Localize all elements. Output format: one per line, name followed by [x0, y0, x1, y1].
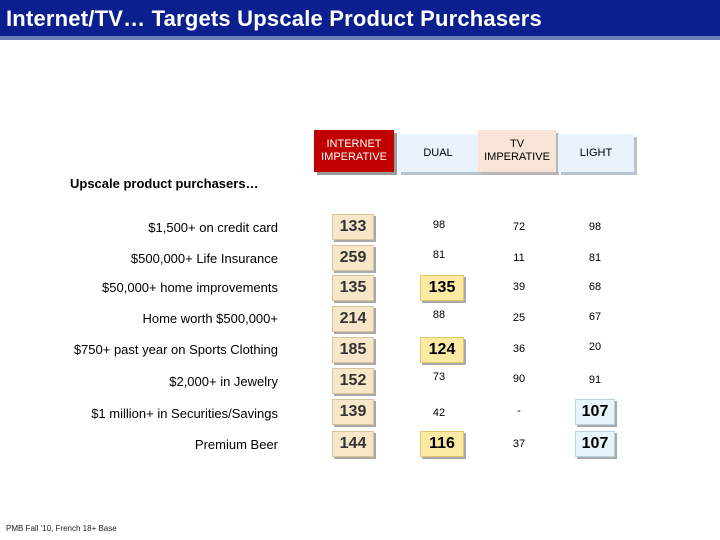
row-label: $500,000+ Life Insurance — [130, 251, 278, 266]
dual-value: 88 — [432, 309, 446, 321]
tv-value: 36 — [512, 343, 526, 355]
dual-value: 135 — [420, 275, 464, 301]
light-value: 81 — [588, 252, 602, 264]
row-label: Home worth $500,000+ — [142, 311, 278, 326]
light-value: 107 — [575, 431, 615, 457]
light-value: 20 — [588, 341, 602, 353]
tv-value: 37 — [512, 438, 526, 450]
internet-value: 133 — [332, 214, 374, 240]
tv-value: - — [517, 405, 521, 417]
column-header-dual: DUAL — [398, 134, 478, 172]
column-header-light: LIGHT — [558, 134, 634, 172]
column-header-internet: INTERNET IMPERATIVE — [314, 130, 394, 172]
internet-value: 152 — [332, 368, 374, 394]
dual-value: 116 — [420, 431, 464, 457]
light-value: 67 — [588, 311, 602, 323]
tv-value: 11 — [513, 252, 525, 264]
dual-value: 42 — [432, 407, 446, 419]
internet-value: 185 — [332, 337, 374, 363]
internet-value: 259 — [332, 245, 374, 271]
internet-value: 139 — [332, 399, 374, 425]
tv-value: 72 — [512, 221, 526, 233]
row-label: $1,500+ on credit card — [148, 220, 278, 235]
light-value: 68 — [588, 281, 602, 293]
row-label: $1 million+ in Securities/Savings — [91, 406, 278, 421]
light-value: 98 — [588, 221, 602, 233]
tv-value: 39 — [512, 281, 526, 293]
footnote: PMB Fall '10, French 18+ Base — [6, 524, 117, 533]
row-label: Premium Beer — [194, 437, 278, 452]
tv-value: 25 — [512, 312, 526, 324]
light-value: 107 — [575, 399, 615, 425]
internet-value: 144 — [332, 431, 374, 457]
dual-value: 73 — [432, 371, 446, 383]
dual-value: 98 — [432, 219, 446, 231]
light-value: 91 — [588, 374, 602, 386]
dual-value: 124 — [420, 337, 464, 363]
internet-value: 214 — [332, 306, 374, 332]
dual-value: 81 — [432, 249, 446, 261]
internet-value: 135 — [332, 275, 374, 301]
row-label: $2,000+ in Jewelry — [169, 374, 278, 389]
row-label: $750+ past year on Sports Clothing — [73, 342, 278, 357]
page-title: Internet/TV… Targets Upscale Product Pur… — [6, 6, 542, 31]
title-bar: Internet/TV… Targets Upscale Product Pur… — [0, 0, 720, 40]
section-label: Upscale product purchasers… — [70, 176, 259, 191]
row-label: $50,000+ home improvements — [102, 280, 278, 295]
column-header-tv: TV IMPERATIVE — [478, 130, 556, 172]
tv-value: 90 — [512, 373, 526, 385]
